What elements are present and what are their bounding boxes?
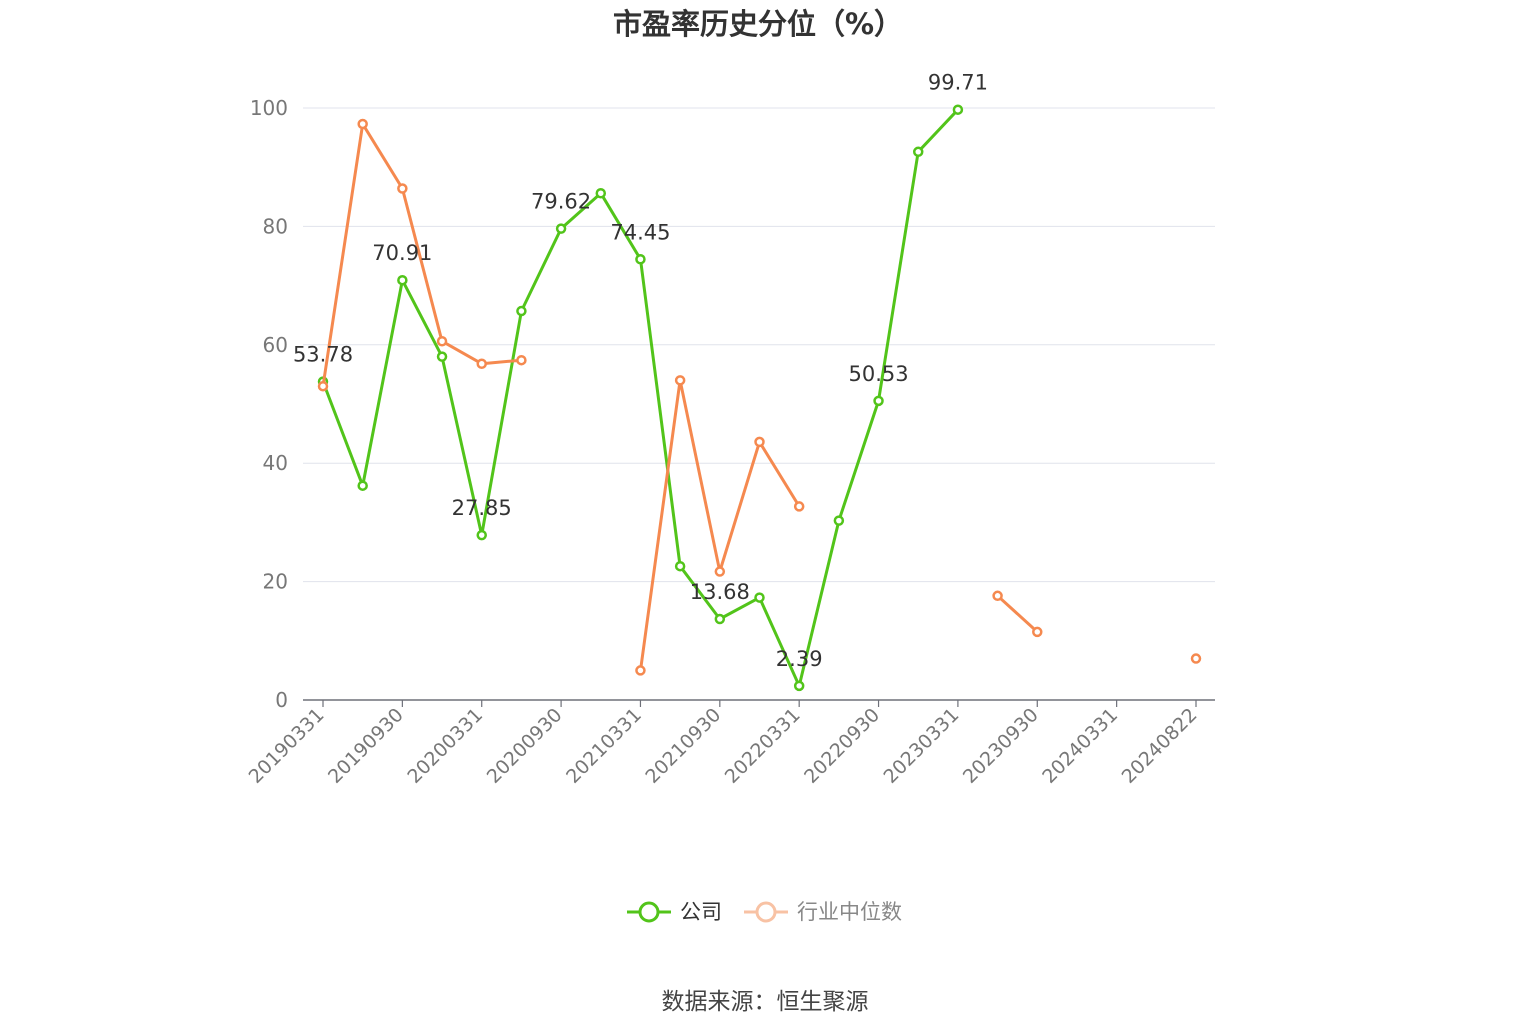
x-tick-label-20200930: 20200930: [483, 704, 567, 788]
series-1-line: [639, 378, 801, 671]
series-layer: [317, 104, 1202, 692]
series-0-point-20230331: [952, 104, 964, 115]
x-tick-label-20220930: 20220930: [800, 704, 884, 788]
y-axis: 0 20 40 60 80 100: [250, 96, 288, 712]
series-1-point-20191231: [436, 335, 448, 347]
series-1-point-20210630: [674, 375, 686, 386]
y-tick-label-40: 40: [263, 451, 288, 475]
data-labels: 53.78 70.91 27.85 79.62 74.45 13.68 2.39 50.53 9…: [293, 71, 988, 671]
chart-title: 市盈率历史分位（%）: [613, 7, 903, 41]
series-0: [317, 104, 964, 692]
data-label-20190930: 70.91: [372, 241, 432, 265]
series-0-point-20221231: [912, 146, 924, 158]
series-1-point-20211231: [754, 436, 765, 448]
series-0-line: [321, 108, 959, 688]
data-label-20210930: 13.68: [690, 580, 750, 604]
legend[interactable]: 公司 行业中位数: [627, 900, 902, 924]
series-1-line: [996, 594, 1039, 634]
series-0-point-20201231: [595, 187, 607, 199]
legend-company-label: 公司: [680, 900, 722, 924]
x-tick-label-20220331: 20220331: [721, 704, 805, 788]
series-1-point-20230630: [992, 590, 1003, 602]
legend-industry-marker: [755, 901, 777, 923]
series-1-point-20190630: [357, 118, 368, 130]
data-label-20220331: 2.39: [776, 647, 823, 671]
series-0-point-20211231: [754, 592, 765, 603]
grid-lines: [303, 107, 1215, 583]
x-tick-label-20240822: 20240822: [1118, 704, 1202, 788]
data-label-20210331: 74.45: [610, 220, 670, 244]
series-0-point-20191231: [436, 351, 448, 362]
series-1-point-20190930: [397, 183, 408, 194]
series-1-point-20210930: [714, 566, 726, 577]
series-0-point-20210331: [635, 254, 646, 265]
x-tick-label-20230331: 20230331: [879, 704, 963, 788]
source-note: 数据来源：恒生聚源: [662, 989, 869, 1015]
y-tick-label-0: 0: [275, 688, 288, 712]
series-0-point-20190930: [397, 274, 408, 286]
x-tick-label-20230930: 20230930: [959, 704, 1043, 788]
series-0-point-20220630: [833, 515, 845, 526]
series-1-line: [321, 122, 522, 387]
data-label-20190331: 53.78: [293, 343, 353, 367]
x-tick-label-20210331: 20210331: [562, 704, 646, 788]
legend-industry-label: 行业中位数: [797, 900, 902, 924]
x-tick-label-20210930: 20210930: [641, 704, 725, 788]
data-label-20230331: 99.71: [928, 71, 988, 95]
legend-item-industry-median[interactable]: 行业中位数: [744, 900, 902, 924]
series-1-point-20230930: [1032, 626, 1043, 638]
series-0-point-20190630: [357, 480, 368, 491]
x-tick-label-20240331: 20240331: [1038, 704, 1122, 788]
data-label-20200930: 79.62: [531, 190, 591, 214]
legend-company-marker: [638, 901, 660, 923]
y-tick-label-20: 20: [263, 570, 288, 594]
series-0-point-20200630: [516, 305, 527, 317]
series-0-point-20200930: [555, 223, 567, 234]
series-0-point-20200331: [476, 529, 487, 541]
series-0-point-20220930: [873, 395, 884, 407]
y-tick-label-100: 100: [250, 96, 288, 120]
x-tick-label-20190331: 20190331: [245, 704, 329, 788]
series-1-point-20200331: [476, 358, 487, 369]
data-label-20220930: 50.53: [848, 362, 908, 386]
series-1-point-20240822: [1190, 653, 1202, 664]
series-0-point-20220331: [793, 680, 805, 692]
series-0-point-20210630: [674, 560, 686, 572]
y-tick-label-60: 60: [263, 333, 288, 357]
y-tick-label-80: 80: [263, 214, 288, 238]
series-1: [317, 118, 1202, 676]
series-1-point-20200630: [516, 354, 527, 366]
data-label-20200331: 27.85: [452, 496, 512, 520]
series-1-point-20190331: [317, 380, 329, 392]
x-tick-label-20200331: 20200331: [403, 704, 487, 788]
x-axis: 2019033120190930202003312020093020210331…: [245, 699, 1215, 788]
series-0-point-20210930: [714, 613, 726, 625]
legend-item-company[interactable]: 公司: [627, 900, 722, 924]
series-1-point-20220331: [793, 501, 805, 512]
series-1-point-20210331: [635, 665, 646, 676]
x-tick-label-20190930: 20190930: [324, 704, 408, 788]
